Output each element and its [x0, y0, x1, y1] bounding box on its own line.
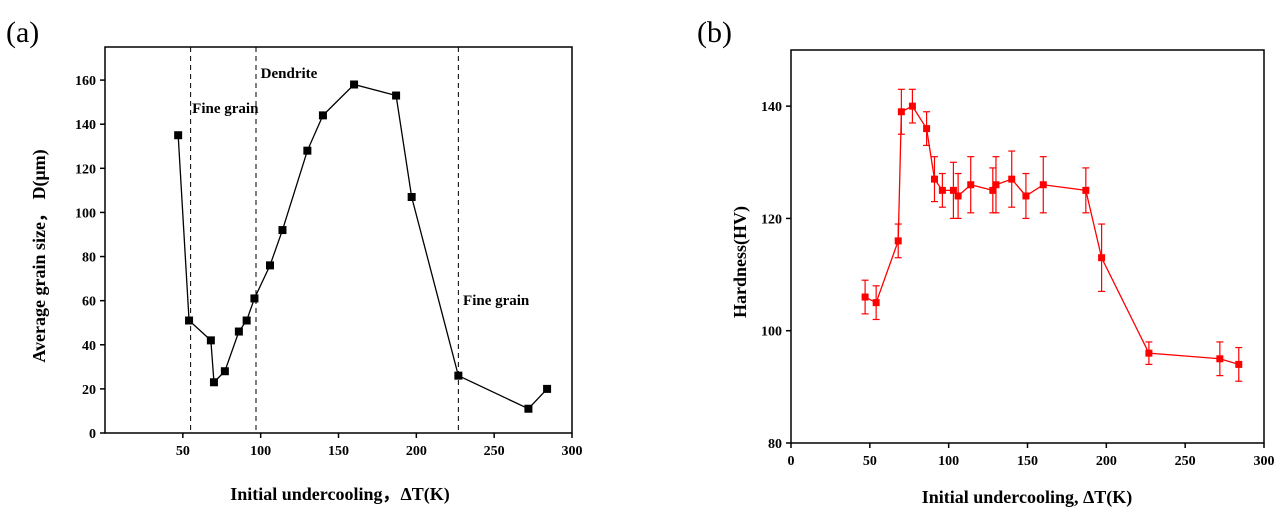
y-tick-label: 160 — [75, 74, 96, 89]
data-point — [923, 125, 931, 133]
plot-frame — [790, 49, 1265, 444]
y-tick-label: 140 — [75, 118, 96, 133]
data-point — [524, 404, 533, 413]
data-point — [350, 80, 359, 89]
data-point — [209, 378, 218, 387]
data-point — [1022, 192, 1030, 200]
x-tick-label: 50 — [176, 444, 190, 459]
y-tick-label: 120 — [75, 162, 96, 177]
data-point — [967, 181, 975, 189]
data-point — [234, 327, 243, 336]
data-point — [908, 102, 916, 110]
x-axis-label-a: Initial undercooling，ΔT(K) — [230, 484, 449, 505]
y-tick-label: 100 — [761, 325, 782, 340]
data-point — [938, 186, 946, 194]
y-axis-label-a: Average grain size， D(μm) — [29, 149, 50, 362]
data-point — [543, 384, 552, 393]
x-axis-label-b: Initial undercooling, ΔT(K) — [922, 487, 1132, 508]
series-line — [864, 105, 1239, 366]
plot-frame — [104, 46, 573, 434]
data-point — [897, 108, 905, 116]
data-point — [1039, 181, 1047, 189]
y-tick-label: 60 — [82, 295, 96, 310]
data-point — [185, 316, 194, 325]
x-tick-label: 300 — [562, 444, 583, 459]
data-point — [1008, 175, 1016, 183]
data-point — [872, 299, 880, 307]
region-annotation: Fine grain — [463, 293, 530, 309]
x-tick-label: 200 — [406, 444, 427, 459]
x-tick-label: 150 — [1017, 454, 1038, 469]
x-tick-label: 100 — [250, 444, 271, 459]
data-point — [278, 226, 287, 235]
data-point — [1098, 254, 1106, 262]
data-point — [1235, 360, 1243, 368]
data-point — [220, 367, 229, 376]
data-point — [242, 316, 251, 325]
x-tick-label: 0 — [788, 454, 795, 469]
data-point — [1145, 349, 1153, 357]
y-tick-label: 100 — [75, 206, 96, 221]
data-point — [303, 146, 312, 155]
data-point — [989, 186, 997, 194]
data-point — [949, 186, 957, 194]
y-tick-label: 80 — [82, 251, 96, 266]
panel-label-a: (a) — [6, 16, 39, 49]
data-point — [894, 237, 902, 245]
data-point — [266, 261, 275, 270]
data-point — [861, 293, 869, 301]
y-tick-label: 120 — [761, 212, 782, 227]
x-tick-label: 150 — [328, 444, 349, 459]
y-tick-label: 140 — [761, 100, 782, 115]
data-point — [1082, 186, 1090, 194]
data-point — [1216, 355, 1224, 363]
x-tick-label: 100 — [938, 454, 959, 469]
series-line — [177, 83, 548, 410]
data-point — [174, 131, 183, 140]
data-point — [407, 192, 416, 201]
panel-label-b: (b) — [697, 16, 732, 49]
x-tick-label: 300 — [1254, 454, 1275, 469]
y-axis-label-b: Hardness(HV) — [730, 206, 751, 318]
y-tick-label: 40 — [82, 339, 96, 354]
data-point — [454, 371, 463, 380]
data-point — [392, 91, 401, 100]
region-annotation: Fine grain — [192, 101, 259, 117]
data-point — [954, 192, 962, 200]
data-point — [250, 294, 259, 303]
y-tick-label: 0 — [89, 427, 96, 442]
x-tick-label: 250 — [1175, 454, 1196, 469]
chart-a: 50 100 150 200 250 300 0 20 40 60 80 100 120 140 160 Fi… — [75, 46, 583, 459]
y-tick-label: 80 — [768, 437, 782, 452]
data-point — [930, 175, 938, 183]
chart-b: 0 50 100 150 200 250 300 80 100 120 140 — [761, 49, 1275, 469]
region-annotation: Dendrite — [261, 66, 318, 82]
x-tick-label: 50 — [863, 454, 877, 469]
x-tick-label: 250 — [484, 444, 505, 459]
data-point — [318, 111, 327, 120]
data-point — [206, 336, 215, 345]
data-point — [992, 181, 1000, 189]
y-tick-label: 20 — [82, 383, 96, 398]
x-tick-label: 200 — [1096, 454, 1117, 469]
